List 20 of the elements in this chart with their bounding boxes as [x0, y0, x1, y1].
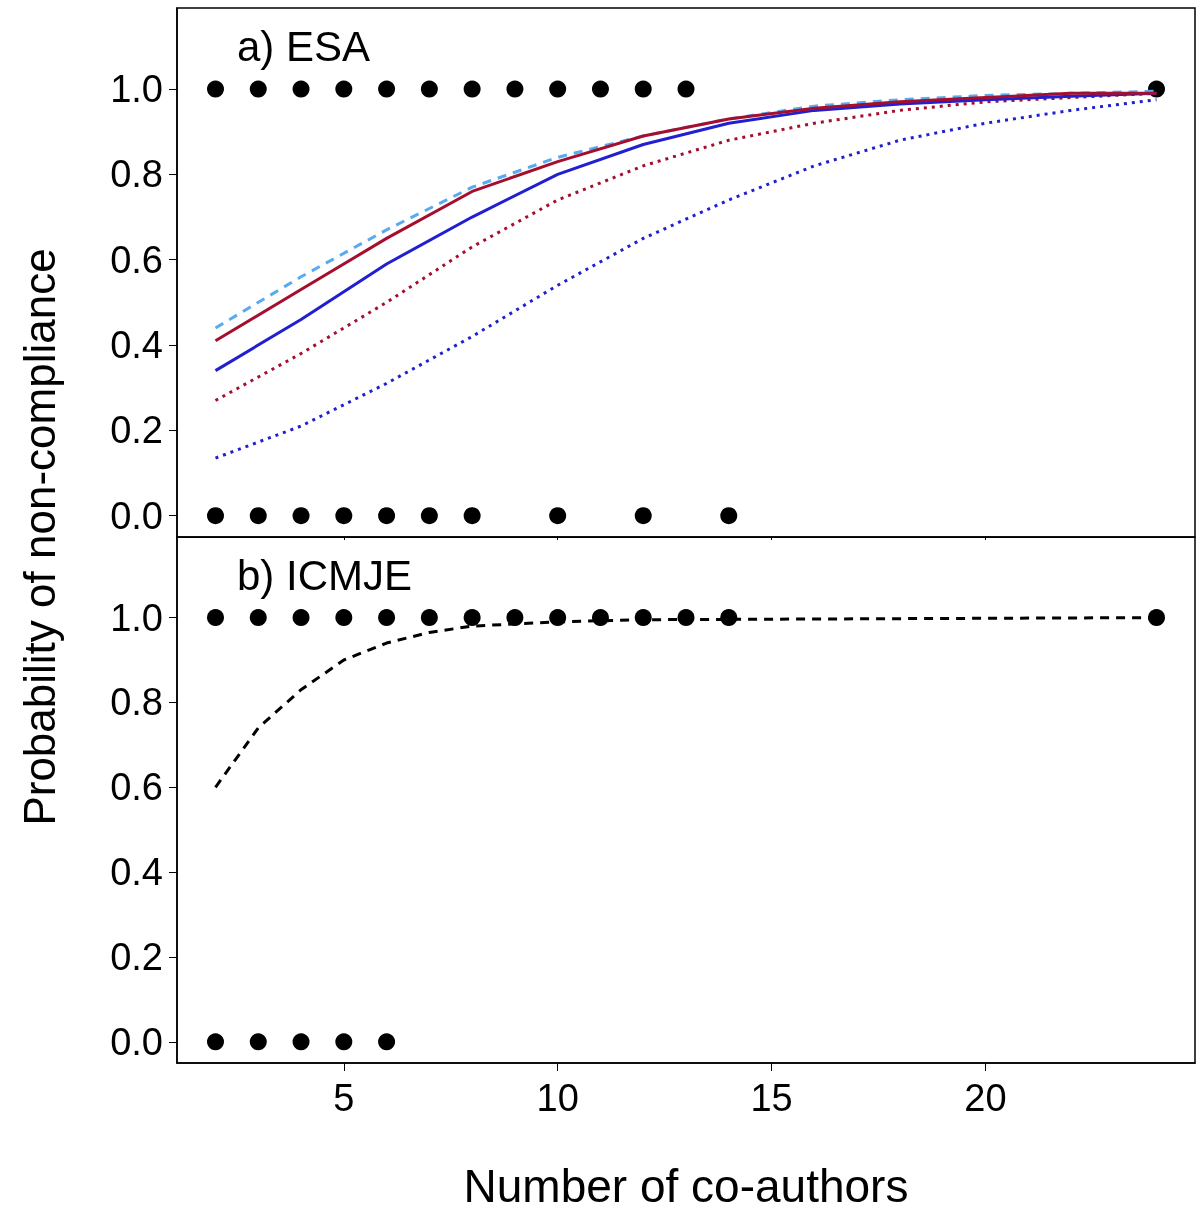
- x-tick-label: 10: [536, 1077, 579, 1119]
- chart-title: a) ESA: [237, 22, 371, 70]
- x-tick-label: 20: [964, 1077, 1007, 1119]
- y-tick-label: 0.0: [110, 494, 163, 537]
- x-tick-label: 15: [750, 1077, 793, 1119]
- y-tick-label: 1.0: [110, 68, 163, 111]
- y-tick-label: 0.6: [110, 238, 163, 281]
- y-axis-title: Probability of non-compliance: [15, 248, 65, 826]
- y-tick-label: 0.8: [110, 681, 163, 724]
- chart-title: b) ICMJE: [237, 551, 413, 599]
- y-tick-label: 0.0: [110, 1020, 163, 1063]
- y-tick-label: 0.6: [110, 766, 163, 809]
- y-tick-label: 1.0: [110, 596, 163, 639]
- x-tick-label: 5: [333, 1077, 355, 1119]
- y-tick-label: 0.8: [110, 153, 163, 196]
- y-tick-label: 0.2: [110, 935, 163, 978]
- y-tick-label: 0.4: [110, 324, 163, 367]
- y-tick-label: 0.2: [110, 409, 163, 452]
- x-axis-title: Number of co-authors: [463, 1160, 909, 1212]
- y-tick-label: 0.4: [110, 851, 163, 894]
